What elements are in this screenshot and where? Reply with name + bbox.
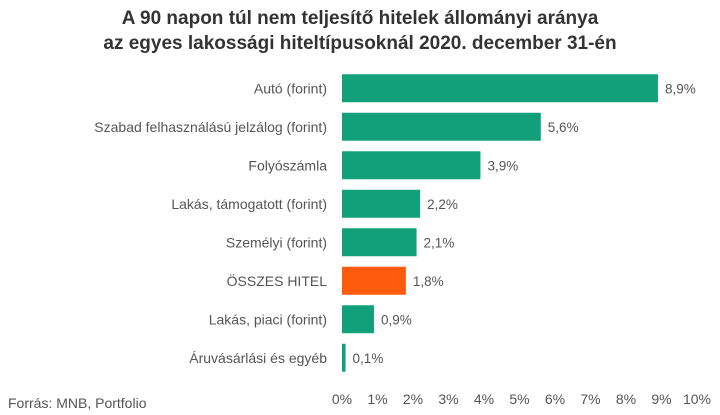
data-label: 8,9% (665, 81, 696, 96)
data-label: 1,8% (413, 274, 444, 289)
bar (342, 189, 421, 218)
category-label: Szabad felhasználású jelzálog (forint) (94, 119, 327, 135)
category-label: Autó (forint) (254, 80, 327, 96)
data-label: 3,9% (487, 158, 518, 173)
x-tick-label: 6% (545, 391, 565, 407)
bar (342, 151, 481, 180)
data-label: 2,2% (427, 197, 458, 212)
bar (342, 343, 346, 372)
x-tick-label: 1% (367, 391, 387, 407)
x-tick-label: 7% (580, 391, 600, 407)
bar (342, 228, 417, 257)
source-note: Forrás: MNB, Portfolio (8, 395, 147, 411)
x-tick-label: 2% (403, 391, 423, 407)
x-tick-label: 10% (683, 391, 711, 407)
chart-title-line-2: az egyes lakossági hiteltípusoknál 2020.… (103, 33, 617, 54)
category-label: Áruvásárlási és egyéb (189, 350, 327, 366)
chart-title-line-1: A 90 napon túl nem teljesítő hitelek áll… (121, 8, 599, 29)
chart-title: A 90 napon túl nem teljesítő hitelek áll… (0, 6, 720, 56)
x-tick-label: 5% (509, 391, 529, 407)
data-label: 0,1% (353, 351, 384, 366)
x-tick-label: 3% (438, 391, 458, 407)
category-label: Lakás, támogatott (forint) (171, 196, 327, 212)
data-label: 0,9% (381, 312, 412, 327)
category-label: Személyi (forint) (226, 234, 327, 250)
category-label: ÖSSZES HITEL (227, 272, 328, 289)
category-label: Folyószámla (248, 157, 327, 173)
data-label: 2,1% (424, 235, 455, 250)
bar-highlight (342, 266, 406, 295)
category-label: Lakás, piaci (forint) (209, 311, 327, 327)
x-tick-label: 9% (651, 391, 671, 407)
bar (342, 305, 374, 334)
bar (342, 112, 541, 141)
x-tick-label: 4% (474, 391, 494, 407)
data-label: 5,6% (548, 120, 579, 135)
bar (342, 74, 658, 103)
x-tick-label: 8% (616, 391, 636, 407)
x-tick-label: 0% (332, 391, 352, 407)
